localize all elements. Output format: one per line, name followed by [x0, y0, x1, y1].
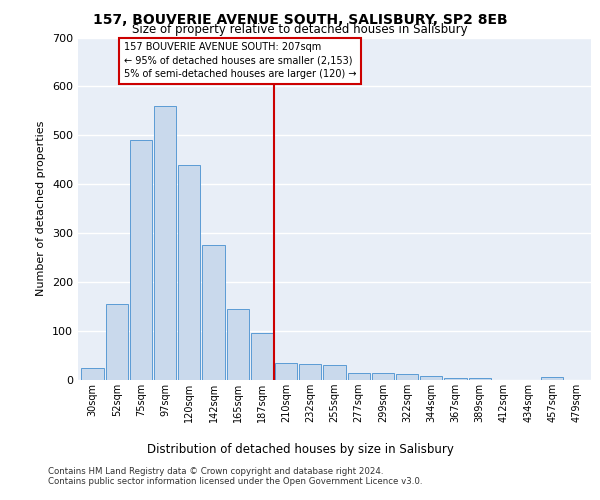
Y-axis label: Number of detached properties: Number of detached properties — [37, 121, 46, 296]
Text: Size of property relative to detached houses in Salisbury: Size of property relative to detached ho… — [132, 22, 468, 36]
Bar — [347, 372, 370, 380]
Bar — [251, 332, 273, 380]
Bar — [275, 363, 297, 380]
Text: 157, BOUVERIE AVENUE SOUTH, SALISBURY, SP2 8EB: 157, BOUVERIE AVENUE SOUTH, SALISBURY, S… — [92, 12, 508, 26]
Bar — [154, 106, 176, 380]
Text: Contains HM Land Registry data © Crown copyright and database right 2024.: Contains HM Land Registry data © Crown c… — [48, 467, 383, 476]
Bar — [227, 309, 249, 380]
Bar — [469, 378, 491, 380]
Text: Distribution of detached houses by size in Salisbury: Distribution of detached houses by size … — [146, 442, 454, 456]
Bar — [106, 304, 128, 380]
Bar — [178, 164, 200, 380]
Text: 157 BOUVERIE AVENUE SOUTH: 207sqm
← 95% of detached houses are smaller (2,153)
5: 157 BOUVERIE AVENUE SOUTH: 207sqm ← 95% … — [124, 42, 356, 79]
Bar — [541, 376, 563, 380]
Bar — [323, 366, 346, 380]
Bar — [202, 246, 224, 380]
Bar — [82, 368, 104, 380]
Bar — [396, 374, 418, 380]
Bar — [372, 372, 394, 380]
Bar — [445, 378, 467, 380]
Bar — [420, 376, 442, 380]
Bar — [130, 140, 152, 380]
Bar — [299, 364, 322, 380]
Text: Contains public sector information licensed under the Open Government Licence v3: Contains public sector information licen… — [48, 477, 422, 486]
